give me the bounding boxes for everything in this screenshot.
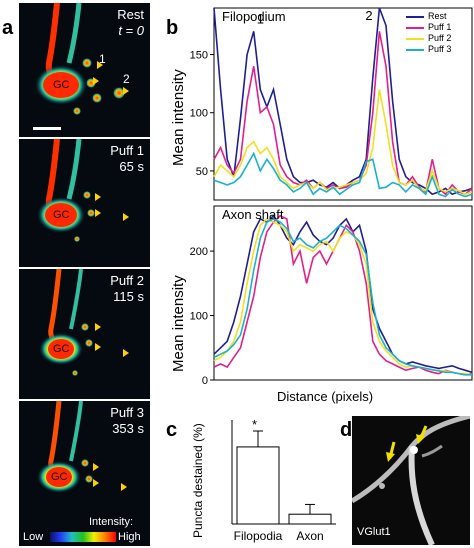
vglut1-label: VGlut1 [357, 526, 391, 538]
micrograph-frame-rest: Rest t = 0 GC 1 2 [19, 3, 150, 137]
series-line-puff-3 [213, 151, 473, 198]
panel-letter-b: b [166, 17, 179, 39]
series-line-puff-1 [213, 31, 473, 196]
legend-item-rest: Rest [406, 11, 447, 21]
series-line-puff-1 [213, 214, 473, 376]
frame-title: Rest [117, 7, 144, 22]
x-category-label: Filopodia [234, 529, 283, 543]
puncta-label-2: 2 [123, 72, 130, 86]
y-tick-label: 100 [190, 108, 208, 120]
y-tick-label: 50 [196, 166, 208, 178]
y-tick-label: 100 [190, 311, 208, 323]
filopodium-title: Filopodium [222, 9, 286, 24]
frame-time: 115 s [113, 289, 144, 304]
micrograph-frame-puff-1: Puff 1 65 s GC [19, 139, 150, 267]
frame-time: 65 s [119, 159, 144, 174]
series-line-puff-2 [213, 89, 473, 196]
x-category-label: Axon [296, 529, 323, 543]
legend-item-puff-1: Puff 1 [406, 22, 451, 32]
scale-bar [33, 127, 61, 130]
frame-time: 353 s [112, 421, 144, 436]
colorbar-low-label: Low [23, 531, 44, 543]
plot-frame-0 [213, 7, 473, 201]
series-line-rest [213, 214, 473, 374]
fluorescence-image-puff-1 [37, 139, 129, 242]
y-tick-label: 0 [202, 375, 208, 387]
axon-shaft-title: Axon shaft [222, 207, 284, 222]
micrograph-frame-puff-2: Puff 2 115 s GC [19, 269, 150, 399]
colorbar-title: Intensity: [89, 516, 134, 528]
peak-label-1: 1 [257, 11, 264, 26]
growth-cone-label: GC [51, 471, 68, 483]
panel-letter-a: a [2, 17, 14, 39]
bar-filopodia [236, 446, 280, 525]
y-tick-label: 150 [190, 50, 208, 62]
legend-swatch-puff-2 [406, 37, 424, 40]
y-tick-label: 200 [190, 246, 208, 258]
frame-title: Puff 3 [110, 405, 144, 420]
bar-axon [288, 513, 332, 525]
legend-swatch-rest [406, 15, 424, 18]
colorbar [50, 532, 116, 542]
x-axis-title: Distance (pixels) [277, 389, 374, 404]
legend-item-puff-3: Puff 3 [406, 44, 451, 54]
fluorescence-image-puff-3 [37, 401, 127, 493]
puncta-label-1: 1 [99, 52, 106, 66]
legend-swatch-puff-3 [406, 48, 424, 51]
peak-label-2: 2 [365, 8, 372, 23]
legend-swatch-puff-1 [406, 26, 424, 29]
frame-title: Puff 1 [110, 143, 144, 158]
growth-cone-label: GC [53, 343, 70, 355]
plot-frame-1 [213, 205, 473, 381]
frame-title: Puff 2 [110, 273, 144, 288]
fluorescence-image-rest [35, 3, 129, 115]
significance-marker: * [252, 417, 257, 432]
vglut1-image: VGlut1 [352, 416, 470, 545]
growth-cone-label: GC [53, 209, 70, 221]
panel-letter-c: c [166, 419, 178, 441]
frame-time: t = 0 [118, 23, 144, 38]
series-line-puff-3 [213, 218, 472, 376]
panel-letter-d: d [340, 419, 353, 441]
legend-item-puff-2: Puff 2 [406, 33, 451, 43]
vglut1-micrograph [352, 416, 470, 545]
growth-cone-label: GC [53, 79, 70, 91]
colorbar-high-label: High [118, 531, 141, 543]
fluorescence-image-puff-2 [39, 269, 129, 376]
micrograph-frame-puff-3: Puff 3 353 s GC Intensity: Low High [19, 401, 150, 546]
